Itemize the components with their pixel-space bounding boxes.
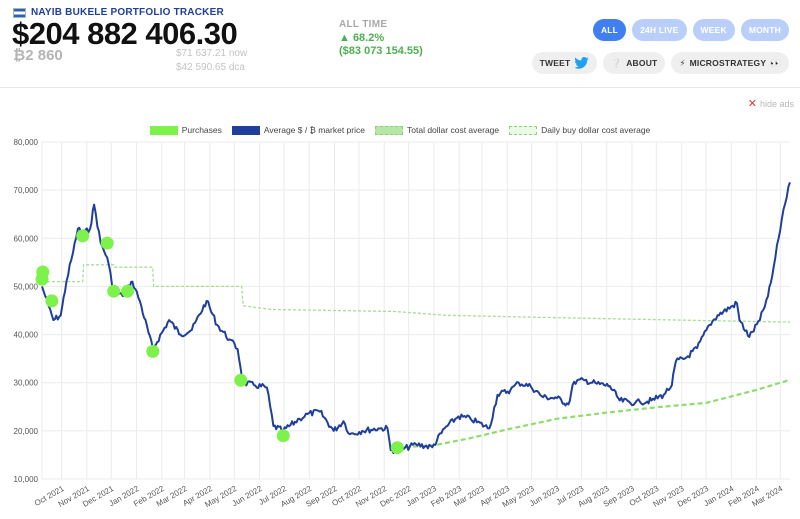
microstrategy-button[interactable]: ⚡ MICROSTRATEGY 👀 [671, 52, 789, 74]
tweet-button[interactable]: TWEET [531, 52, 598, 74]
purchase-marker [234, 373, 248, 387]
legend-market-price-label: Average $ / ₿ market price [263, 125, 365, 135]
hide-ads-link[interactable]: ✕ hide ads [748, 97, 794, 110]
about-label: ABOUT [626, 58, 658, 68]
portfolio-value: $204 882 406.30 [12, 16, 238, 51]
legend-purchases[interactable]: Purchases [149, 125, 222, 135]
purchase-marker [121, 284, 135, 298]
range-buttons: ALL 24H LIVE WEEK MONTH [592, 19, 789, 41]
total-dca-line [397, 378, 791, 449]
legend-market-price[interactable]: Average $ / ₿ market price [231, 125, 365, 135]
btc-amount: ₿2 860 [13, 47, 63, 64]
market-price-line [41, 182, 791, 455]
legend-daily-dca-label: Daily buy dollar cost average [541, 125, 651, 135]
legend-purchases-label: Purchases [181, 125, 222, 135]
daily-dca-line [42, 264, 791, 323]
purchase-marker [107, 284, 121, 298]
daily-dca-swatch [509, 125, 538, 135]
social-buttons: TWEET ❔ ABOUT ⚡ MICROSTRATEGY 👀 [531, 52, 789, 74]
legend-daily-dca[interactable]: Daily buy dollar cost average [509, 125, 650, 135]
price-now: $71 637.21 now [176, 48, 248, 59]
purchase-marker [45, 294, 59, 308]
price-dca: $42 590.65 dca [176, 62, 245, 73]
all-time-usd: ($83 073 154.55) [339, 45, 423, 57]
chart-legend: Purchases Average $ / ₿ market price Tot… [0, 125, 800, 135]
chart-grid [41, 141, 790, 480]
close-icon: ✕ [747, 98, 757, 110]
price-chart: 80,000 70,000 60,000 50,000 40,000 30,000 20,0… [14, 138, 791, 510]
market-price-swatch [231, 125, 260, 135]
microstrategy-label: MICROSTRATEGY [689, 58, 767, 68]
lightning-icon: ⚡ [679, 57, 686, 68]
purchases-swatch [149, 125, 178, 135]
brand-title: NAYIB BUKELE PORTFOLIO TRACKER [31, 7, 224, 18]
y-tick-label: 60,000 [14, 234, 39, 243]
y-tick-label: 20,000 [14, 427, 39, 436]
hide-ads-label: hide ads [759, 98, 794, 109]
all-time-label: ALL TIME [339, 19, 388, 30]
range-all-button[interactable]: ALL [592, 19, 627, 41]
purchase-marker [36, 265, 50, 279]
purchase-marker [276, 429, 290, 443]
purchase-marker [100, 236, 114, 250]
range-week-button[interactable]: WEEK [692, 19, 735, 41]
legend-total-dca[interactable]: Total dollar cost average [375, 125, 499, 135]
el-salvador-flag-icon [13, 7, 26, 18]
purchase-marker [146, 344, 160, 358]
y-tick-label: 50,000 [14, 282, 39, 291]
about-button[interactable]: ❔ ABOUT [603, 52, 666, 74]
y-tick-label: 40,000 [14, 331, 39, 340]
y-tick-label: 10,000 [14, 475, 39, 484]
all-time-percent: ▲ 68.2% [339, 32, 385, 44]
eyes-icon: 👀 [770, 57, 781, 68]
range-month-button[interactable]: MONTH [740, 19, 789, 41]
y-tick-label: 80,000 [14, 138, 39, 147]
twitter-bird-icon [574, 57, 590, 69]
total-dca-swatch [375, 125, 403, 135]
header: NAYIB BUKELE PORTFOLIO TRACKER $204 882 … [0, 0, 800, 88]
brand: NAYIB BUKELE PORTFOLIO TRACKER [13, 7, 224, 18]
range-24h-button[interactable]: 24H LIVE [632, 19, 687, 41]
legend-total-dca-label: Total dollar cost average [407, 125, 500, 135]
purchase-marker [390, 441, 404, 455]
y-tick-label: 70,000 [14, 186, 39, 195]
header-divider [0, 87, 800, 88]
tweet-label: TWEET [539, 58, 571, 68]
y-tick-label: 30,000 [14, 379, 39, 388]
purchase-marker [76, 229, 90, 243]
y-axis-labels: 80,000 70,000 60,000 50,000 40,000 30,000 20,0… [14, 138, 39, 484]
purchase-markers [35, 229, 404, 455]
about-icon: ❔ [611, 57, 623, 68]
